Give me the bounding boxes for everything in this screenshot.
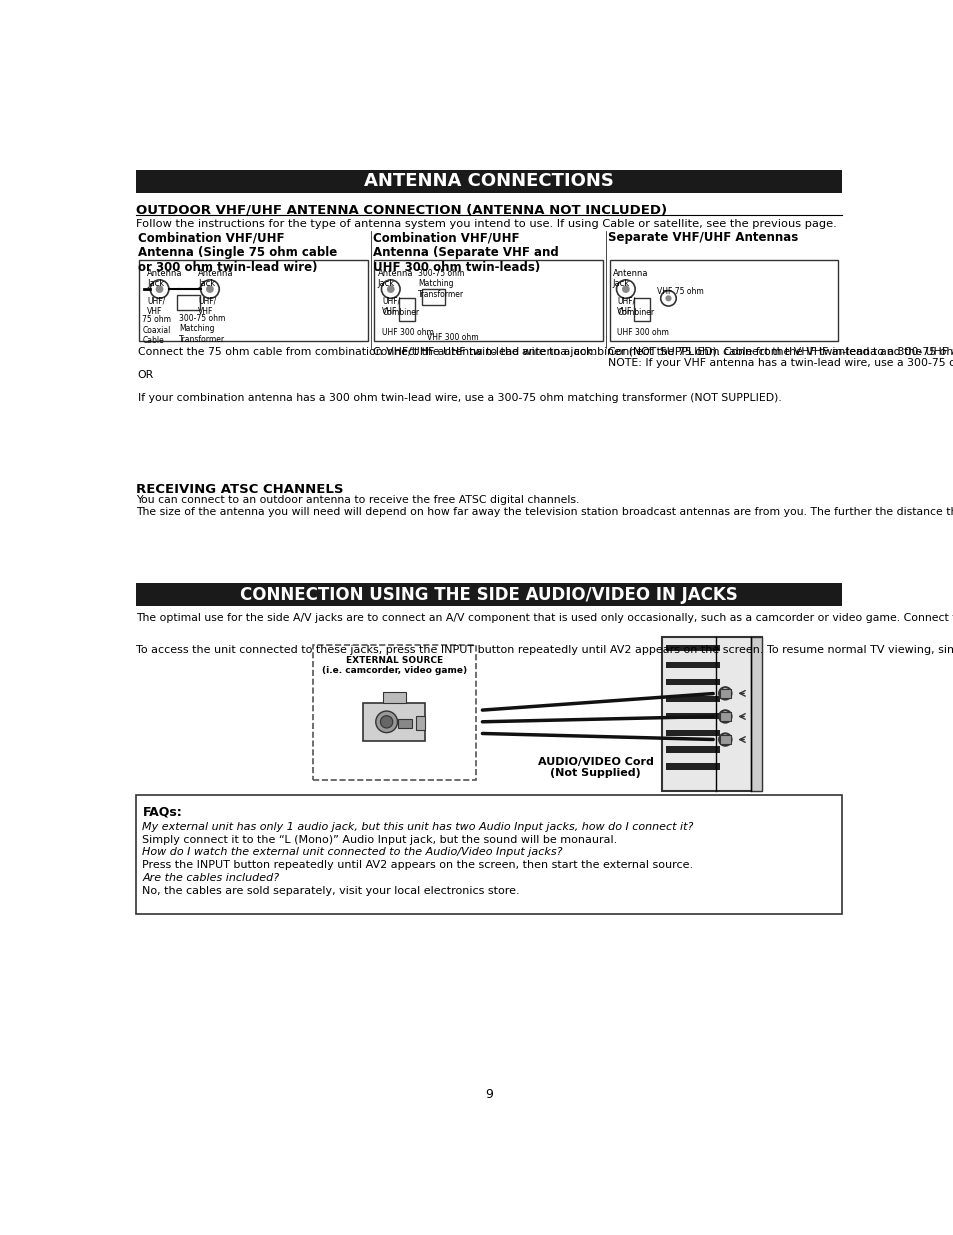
Bar: [665, 730, 720, 736]
Bar: [397, 719, 412, 727]
Bar: [720, 735, 730, 745]
Bar: [665, 645, 720, 651]
Bar: [720, 689, 730, 698]
Text: Antenna
Jack: Antenna Jack: [377, 269, 413, 289]
Bar: [609, 259, 838, 341]
Bar: [399, 299, 415, 321]
Bar: [665, 713, 720, 719]
Text: Connect the 75 ohm cable from the VHF antenna and the UHF antenna twin-lead wire: Connect the 75 ohm cable from the VHF an…: [607, 347, 953, 368]
Text: 9: 9: [484, 1088, 493, 1100]
Text: CONNECTION USING THE SIDE AUDIO/VIDEO IN JACKS: CONNECTION USING THE SIDE AUDIO/VIDEO IN…: [240, 585, 737, 604]
Text: Separate VHF/UHF Antennas: Separate VHF/UHF Antennas: [607, 231, 798, 245]
Bar: [661, 637, 761, 792]
Text: UHF 300 ohm: UHF 300 ohm: [382, 327, 434, 337]
Circle shape: [155, 285, 163, 293]
Circle shape: [722, 737, 727, 742]
Bar: [665, 695, 720, 701]
Text: VHF 75 ohm: VHF 75 ohm: [657, 287, 703, 296]
Circle shape: [380, 716, 393, 727]
Text: Simply connect it to the “L (Mono)” Audio Input jack, but the sound will be mona: Simply connect it to the “L (Mono)” Audi…: [142, 835, 618, 845]
Circle shape: [206, 285, 213, 293]
Text: ANTENNA CONNECTIONS: ANTENNA CONNECTIONS: [364, 173, 613, 190]
Bar: [634, 299, 649, 321]
Bar: [136, 795, 841, 914]
Bar: [421, 289, 444, 305]
Text: Combination VHF/UHF
Antenna (Separate VHF and
UHF 300 ohm twin-leads): Combination VHF/UHF Antenna (Separate VH…: [373, 231, 558, 274]
FancyBboxPatch shape: [313, 645, 476, 779]
Bar: [750, 637, 761, 792]
Text: EXTERNAL SOURCE
(i.e. camcorder, video game): EXTERNAL SOURCE (i.e. camcorder, video g…: [321, 656, 466, 676]
Text: VHF 300 ohm: VHF 300 ohm: [427, 333, 478, 342]
Text: My external unit has only 1 audio jack, but this unit has two Audio Input jacks,: My external unit has only 1 audio jack, …: [142, 823, 693, 832]
Text: No, the cables are sold separately, visit your local electronics store.: No, the cables are sold separately, visi…: [142, 885, 519, 895]
Bar: [665, 763, 720, 769]
Circle shape: [722, 714, 727, 719]
Circle shape: [375, 711, 397, 732]
Bar: [136, 583, 841, 606]
Text: Combiner: Combiner: [617, 308, 654, 316]
Text: Are the cables included?: Are the cables included?: [142, 873, 279, 883]
Bar: [382, 692, 406, 704]
Text: Antenna
Jack: Antenna Jack: [612, 269, 647, 289]
Text: Press the INPUT button repeatedly until AV2 appears on the screen, then start th: Press the INPUT button repeatedly until …: [142, 861, 693, 871]
Text: UHF/
VHF: UHF/ VHF: [617, 296, 635, 316]
Text: You can connect to an outdoor antenna to receive the free ATSC digital channels.: You can connect to an outdoor antenna to…: [136, 495, 953, 517]
Text: UHF/
VHF: UHF/ VHF: [198, 296, 216, 316]
Text: UHF/
VHF: UHF/ VHF: [147, 296, 165, 316]
Bar: [665, 746, 720, 752]
Text: AUDIO/VIDEO Cord
(Not Supplied): AUDIO/VIDEO Cord (Not Supplied): [537, 757, 653, 778]
Text: RECEIVING ATSC CHANNELS: RECEIVING ATSC CHANNELS: [136, 483, 343, 496]
Text: How do I watch the external unit connected to the Audio/Video Input jacks?: How do I watch the external unit connect…: [142, 847, 562, 857]
Text: UHF/
VHF: UHF/ VHF: [382, 296, 400, 316]
Bar: [176, 294, 199, 310]
Text: Connect the 75 ohm cable from combination VHF/UHF antenna to the antenna jack.

: Connect the 75 ohm cable from combinatio…: [137, 347, 781, 404]
Circle shape: [664, 295, 671, 301]
Text: Antenna
Jack: Antenna Jack: [147, 269, 182, 289]
Text: Connect the UHF twin-lead wire to a combiner (NOT SUPPLIED). Connect the VHF twi: Connect the UHF twin-lead wire to a comb…: [373, 347, 953, 357]
Text: 75 ohm
Coaxial
Cable: 75 ohm Coaxial Cable: [142, 315, 172, 345]
Bar: [416, 716, 425, 730]
Circle shape: [621, 285, 629, 293]
Text: 300-75 ohm
Matching
Transformer: 300-75 ohm Matching Transformer: [179, 314, 225, 343]
Circle shape: [722, 692, 727, 695]
Bar: [136, 169, 841, 193]
Text: Combiner: Combiner: [382, 308, 419, 316]
Bar: [665, 679, 720, 685]
Text: OUTDOOR VHF/UHF ANTENNA CONNECTION (ANTENNA NOT INCLUDED): OUTDOOR VHF/UHF ANTENNA CONNECTION (ANTE…: [136, 204, 667, 216]
Bar: [375, 259, 602, 341]
Text: Combination VHF/UHF
Antenna (Single 75 ohm cable
or 300 ohm twin-lead wire): Combination VHF/UHF Antenna (Single 75 o…: [137, 231, 336, 274]
Text: FAQs:: FAQs:: [142, 805, 182, 819]
Text: Follow the instructions for the type of antenna system you intend to use. If usi: Follow the instructions for the type of …: [136, 219, 836, 228]
Text: UHF 300 ohm: UHF 300 ohm: [617, 327, 668, 337]
Bar: [139, 259, 368, 341]
Circle shape: [387, 285, 395, 293]
Bar: [665, 662, 720, 668]
Bar: [363, 703, 425, 741]
Text: Antenna
Jack: Antenna Jack: [198, 269, 233, 289]
Text: The optimal use for the side A/V jacks are to connect an A/V component that is u: The optimal use for the side A/V jacks a…: [136, 613, 953, 622]
Text: 300-75 ohm
Matching
Transformer: 300-75 ohm Matching Transformer: [417, 269, 464, 299]
Bar: [720, 711, 730, 721]
Text: To access the unit connected to these jacks, press the INPUT button repeatedly u: To access the unit connected to these ja…: [136, 645, 953, 655]
